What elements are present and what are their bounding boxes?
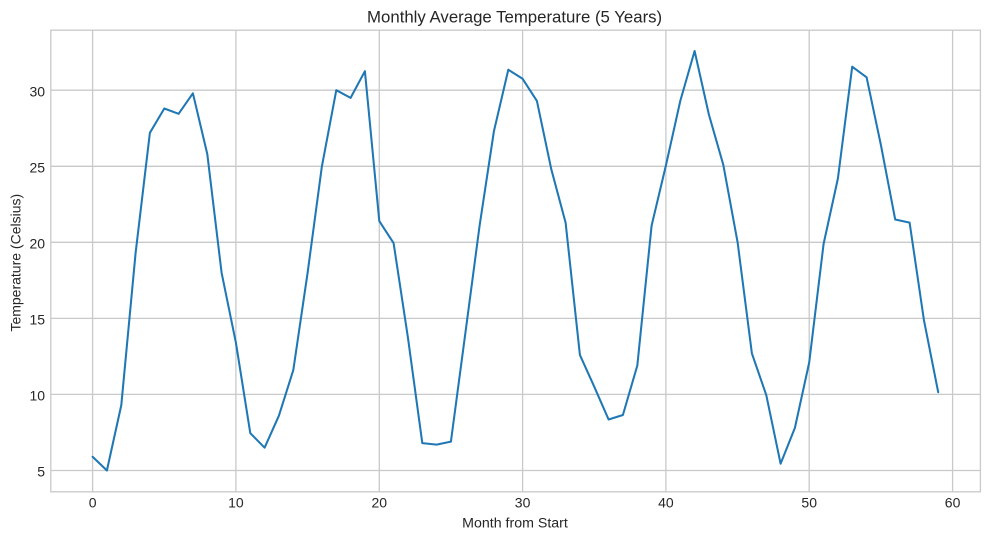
- svg-text:5: 5: [37, 464, 45, 480]
- svg-text:30: 30: [515, 494, 531, 510]
- svg-text:30: 30: [30, 83, 46, 99]
- svg-text:15: 15: [30, 312, 46, 328]
- svg-text:Temperature (Celsius): Temperature (Celsius): [8, 194, 24, 332]
- svg-text:0: 0: [89, 494, 97, 510]
- svg-text:Month from Start: Month from Start: [462, 516, 568, 532]
- svg-text:60: 60: [945, 494, 961, 510]
- svg-text:40: 40: [658, 494, 674, 510]
- svg-text:25: 25: [30, 160, 46, 176]
- svg-text:Monthly Average Temperature (5: Monthly Average Temperature (5 Years): [367, 7, 662, 26]
- svg-text:10: 10: [30, 388, 46, 404]
- svg-text:20: 20: [372, 494, 388, 510]
- svg-text:20: 20: [30, 236, 46, 252]
- svg-text:50: 50: [801, 494, 817, 510]
- svg-text:10: 10: [228, 494, 244, 510]
